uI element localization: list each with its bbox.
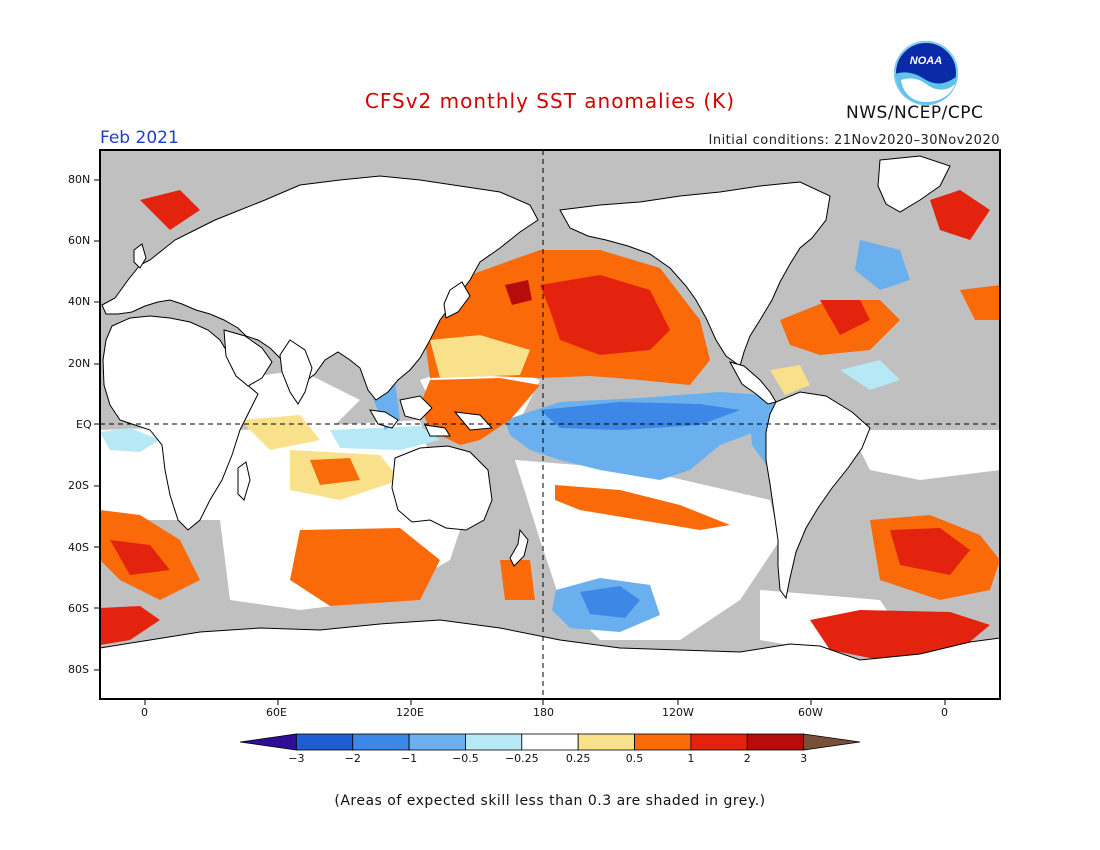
colorbar-segment (746, 733, 805, 751)
colorbar-segment (577, 733, 635, 751)
colorbar-segment (239, 733, 297, 751)
colorbar-segment (634, 733, 692, 751)
colorbar-tick-label: −0.5 (452, 752, 479, 765)
positive-anomaly-areas (100, 190, 1000, 660)
colorbar-segment (803, 733, 861, 751)
lon-label-180: 180 (533, 706, 554, 719)
colorbar-tick-label: 1 (687, 752, 695, 765)
lon-label-60w: 60W (798, 706, 823, 719)
land-masses (100, 155, 1000, 699)
lat-label-eq: EQ (76, 418, 92, 431)
lon-label-60e: 60E (266, 706, 287, 719)
colorbar-tick-label: 3 (800, 752, 808, 765)
colorbar-tick-label: −3 (288, 752, 305, 765)
lon-label-0-west: 0 (141, 706, 148, 719)
colorbar-segment (295, 733, 354, 751)
lon-label-0-east: 0 (941, 706, 948, 719)
lat-label-40n: 40N (68, 295, 91, 308)
colorbar-tick-label: −0.25 (504, 752, 539, 765)
lat-label-80n: 80N (68, 173, 91, 186)
lat-label-80s: 80S (68, 663, 89, 676)
chart-title: CFSv2 monthly SST anomalies (K) (364, 89, 736, 113)
colorbar-tick-label: 2 (743, 752, 751, 765)
colorbar-tick-label: −1 (400, 752, 418, 765)
colorbar-tick-label: −2 (344, 752, 361, 765)
colorbar-segment (465, 733, 523, 751)
noaa-logo-text: NOAA (910, 55, 942, 67)
lat-label-60n: 60N (68, 234, 91, 247)
lat-label-40s: 40S (68, 541, 89, 554)
initial-conditions: Initial conditions: 21Nov2020–30Nov2020 (708, 133, 1000, 148)
lat-label-20s: 20S (68, 479, 89, 492)
colorbar-segment (690, 733, 748, 751)
colorbar-segment (352, 733, 410, 751)
colorbar-tick-label: 0.5 (625, 752, 644, 765)
negative-anomaly-areas (100, 240, 910, 632)
colorbar-segment (408, 733, 466, 751)
noaa-logo: NOAA (894, 41, 958, 105)
lat-label-60s: 60S (68, 602, 89, 615)
lat-label-20n: 20N (68, 357, 91, 370)
colorbar-segment (521, 733, 579, 751)
agency-label: NWS/NCEP/CPC (846, 103, 984, 123)
colorbar-tick-label: 0.25 (565, 752, 591, 765)
lon-label-120w: 120W (662, 706, 694, 719)
skill-note: (Areas of expected skill less than 0.3 a… (334, 793, 766, 809)
lon-label-120e: 120E (396, 706, 424, 719)
forecast-period: Feb 2021 (100, 128, 179, 148)
